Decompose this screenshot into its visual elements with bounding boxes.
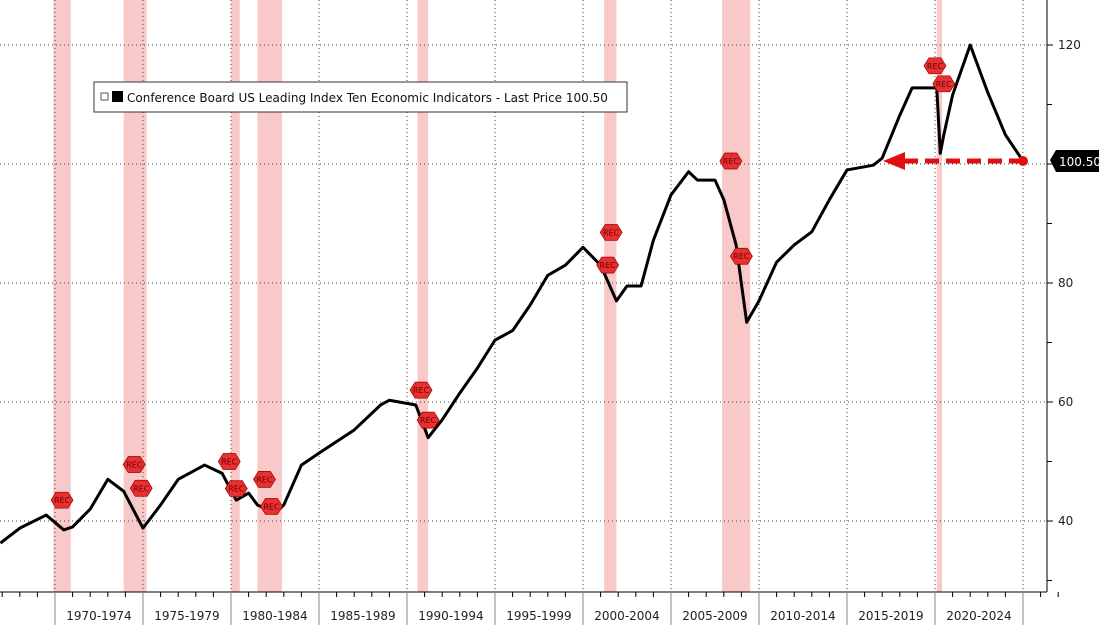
- rec-marker: REC: [596, 256, 620, 274]
- y-tick-label: 120: [1058, 38, 1081, 52]
- rec-marker-label: REC: [927, 62, 944, 71]
- arrow-head-icon: [883, 152, 905, 171]
- recession-band: [53, 0, 71, 592]
- x-tick-label: 1975-1979: [154, 609, 219, 623]
- last-price-tag: 100.50: [1050, 150, 1099, 172]
- rec-marker-shape: [932, 75, 956, 93]
- rec-marker: REC: [260, 498, 283, 515]
- rec-marker-shape: [122, 456, 146, 473]
- rec-marker: REC: [599, 224, 623, 241]
- recession-band: [722, 0, 751, 592]
- x-tick-label: 1985-1989: [330, 609, 395, 623]
- rec-marker-shape: [923, 57, 947, 75]
- rec-marker: REC: [122, 456, 146, 473]
- rec-marker: REC: [932, 75, 956, 93]
- rec-marker: REC: [719, 152, 743, 170]
- rec-marker-label: REC: [603, 228, 620, 237]
- rec-marker-shape: [224, 480, 248, 497]
- rec-marker-label: REC: [420, 416, 437, 425]
- rec-marker-shape: [217, 453, 241, 470]
- legend: Conference Board US Leading Index Ten Ec…: [93, 81, 628, 113]
- rec-marker-label: REC: [600, 261, 617, 270]
- rec-marker: REC: [409, 381, 433, 399]
- recession-band: [231, 0, 240, 592]
- y-tick-label: 40: [1058, 514, 1073, 528]
- rec-marker-label: REC: [133, 484, 150, 493]
- rec-marker-shape: [409, 381, 433, 399]
- rec-marker-shape: [719, 152, 743, 170]
- rec-marker-shape: [129, 479, 153, 497]
- rec-marker: REC: [253, 471, 276, 488]
- x-tick-label: 2000-2004: [594, 609, 659, 623]
- rec-marker: REC: [217, 453, 241, 470]
- rec-marker: REC: [129, 479, 153, 497]
- y-tick-label: 80: [1058, 276, 1073, 290]
- x-tick-label: 2005-2009: [682, 609, 747, 623]
- rec-marker-shape: [50, 491, 74, 509]
- last-price-dot: [1018, 156, 1028, 167]
- rec-marker-label: REC: [413, 386, 430, 395]
- y-tick-label: 60: [1058, 395, 1073, 409]
- rec-marker: REC: [416, 411, 440, 429]
- rec-marker-shape: [729, 247, 753, 265]
- rec-marker-shape: [596, 256, 620, 274]
- rec-marker-label: REC: [54, 496, 71, 505]
- series-line: [0, 43, 1025, 545]
- recession-band: [123, 0, 147, 592]
- rec-marker-label: REC: [228, 485, 245, 494]
- rec-marker-label: REC: [263, 502, 280, 511]
- last-price-label: 100.50: [1059, 155, 1099, 169]
- rec-marker-label: REC: [126, 460, 143, 469]
- rec-marker-shape: [260, 498, 283, 515]
- recession-band: [936, 0, 943, 592]
- rec-marker-label: REC: [723, 157, 740, 166]
- rec-marker-label: REC: [936, 80, 953, 89]
- x-tick-label: 1980-1984: [242, 609, 307, 623]
- recession-band: [417, 0, 429, 592]
- rec-marker: REC: [729, 247, 753, 265]
- x-tick-label: 1995-1999: [506, 609, 571, 623]
- x-tick-label: 2010-2014: [770, 609, 835, 623]
- x-tick-label: 1990-1994: [418, 609, 483, 623]
- legend-swatch: [112, 91, 123, 102]
- rec-marker: REC: [50, 491, 74, 509]
- rec-marker-shape: [253, 471, 276, 488]
- rec-marker-shape: [599, 224, 623, 241]
- recession-band: [604, 0, 617, 592]
- rec-marker: REC: [923, 57, 947, 75]
- x-tick-label: 2015-2019: [858, 609, 923, 623]
- legend-label: Conference Board US Leading Index Ten Ec…: [127, 91, 608, 105]
- rec-marker: REC: [224, 480, 248, 497]
- rec-marker-label: REC: [221, 458, 238, 467]
- rec-marker-shape: [416, 411, 440, 429]
- x-tick-label: 1970-1974: [66, 609, 131, 623]
- x-tick-label: 2020-2024: [946, 609, 1011, 623]
- rec-marker-label: REC: [256, 475, 273, 484]
- rec-marker-label: REC: [733, 252, 750, 261]
